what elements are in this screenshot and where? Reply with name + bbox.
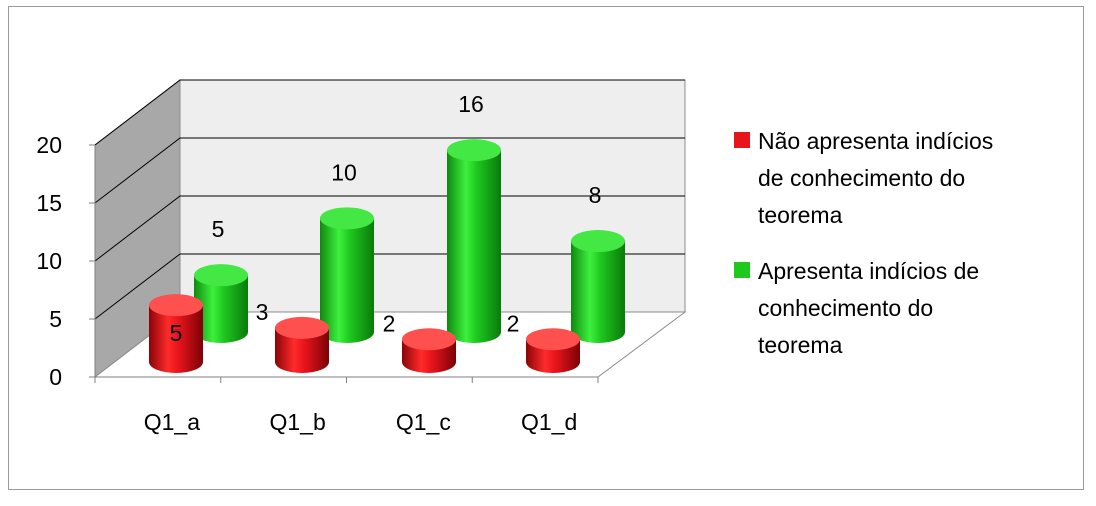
data-labels: 5 10 16 8 5 3 2 2 <box>170 91 602 346</box>
bar-top <box>571 230 625 253</box>
legend-label: conhecimento do <box>758 295 933 321</box>
bar-body <box>571 241 625 343</box>
bars <box>149 139 625 373</box>
legend-swatch <box>734 262 750 278</box>
bar-top <box>149 294 203 317</box>
data-label: 10 <box>331 159 357 185</box>
gridline <box>94 79 685 146</box>
bar-green-Q1_b <box>320 207 374 343</box>
category-label: Q1_a <box>144 409 200 435</box>
bar-top <box>526 328 580 351</box>
data-label: 5 <box>170 320 183 346</box>
bar-top <box>447 139 501 162</box>
legend-label: teorema <box>758 202 843 228</box>
gridline <box>94 253 685 320</box>
bar-top <box>194 264 248 287</box>
data-label: 5 <box>212 216 225 242</box>
data-label: 16 <box>458 91 484 117</box>
bar-red-Q1_c <box>402 328 456 373</box>
y-tick-label: 10 <box>36 248 62 274</box>
bar-green-Q1_d <box>571 230 625 343</box>
gridlines <box>94 79 685 320</box>
bar-top <box>402 328 456 351</box>
x-axis: Q1_a Q1_b Q1_c Q1_d <box>94 376 599 435</box>
y-tick-label: 5 <box>49 306 62 332</box>
y-tick-label: 0 <box>49 364 62 390</box>
bar-top <box>320 207 374 230</box>
data-label: 2 <box>507 310 520 336</box>
data-label: 3 <box>256 299 269 325</box>
bar-body <box>149 305 203 373</box>
legend-swatch <box>734 132 750 148</box>
data-label: 2 <box>383 310 396 336</box>
category-label: Q1_b <box>269 409 325 435</box>
bar-green-Q1_c <box>447 139 501 343</box>
bar-body <box>275 327 329 373</box>
legend-label: de conhecimento do <box>758 165 965 191</box>
legend-label: Não apresenta indícios <box>758 128 993 154</box>
bar-top <box>275 316 329 339</box>
legend-label: Apresenta indícios de <box>758 258 979 284</box>
bar-body <box>447 150 501 343</box>
gridline <box>94 137 685 204</box>
bar-red-Q1_b <box>275 316 329 373</box>
bar-green-Q1_a <box>194 264 248 343</box>
y-axis: 0 5 10 15 20 <box>36 132 96 390</box>
y-tick-label: 20 <box>36 132 62 158</box>
bar-red-Q1_d <box>526 328 580 373</box>
y-tick-label: 15 <box>36 190 62 216</box>
bar-red-Q1_a <box>149 294 203 373</box>
legend: Não apresenta indícios de conhecimento do… <box>734 128 993 358</box>
category-label: Q1_c <box>396 409 451 435</box>
bar-body <box>320 218 374 343</box>
category-label: Q1_d <box>521 409 577 435</box>
bar-body <box>194 275 248 343</box>
data-label: 8 <box>589 182 602 208</box>
gridline <box>94 195 685 262</box>
legend-label: teorema <box>758 332 843 358</box>
